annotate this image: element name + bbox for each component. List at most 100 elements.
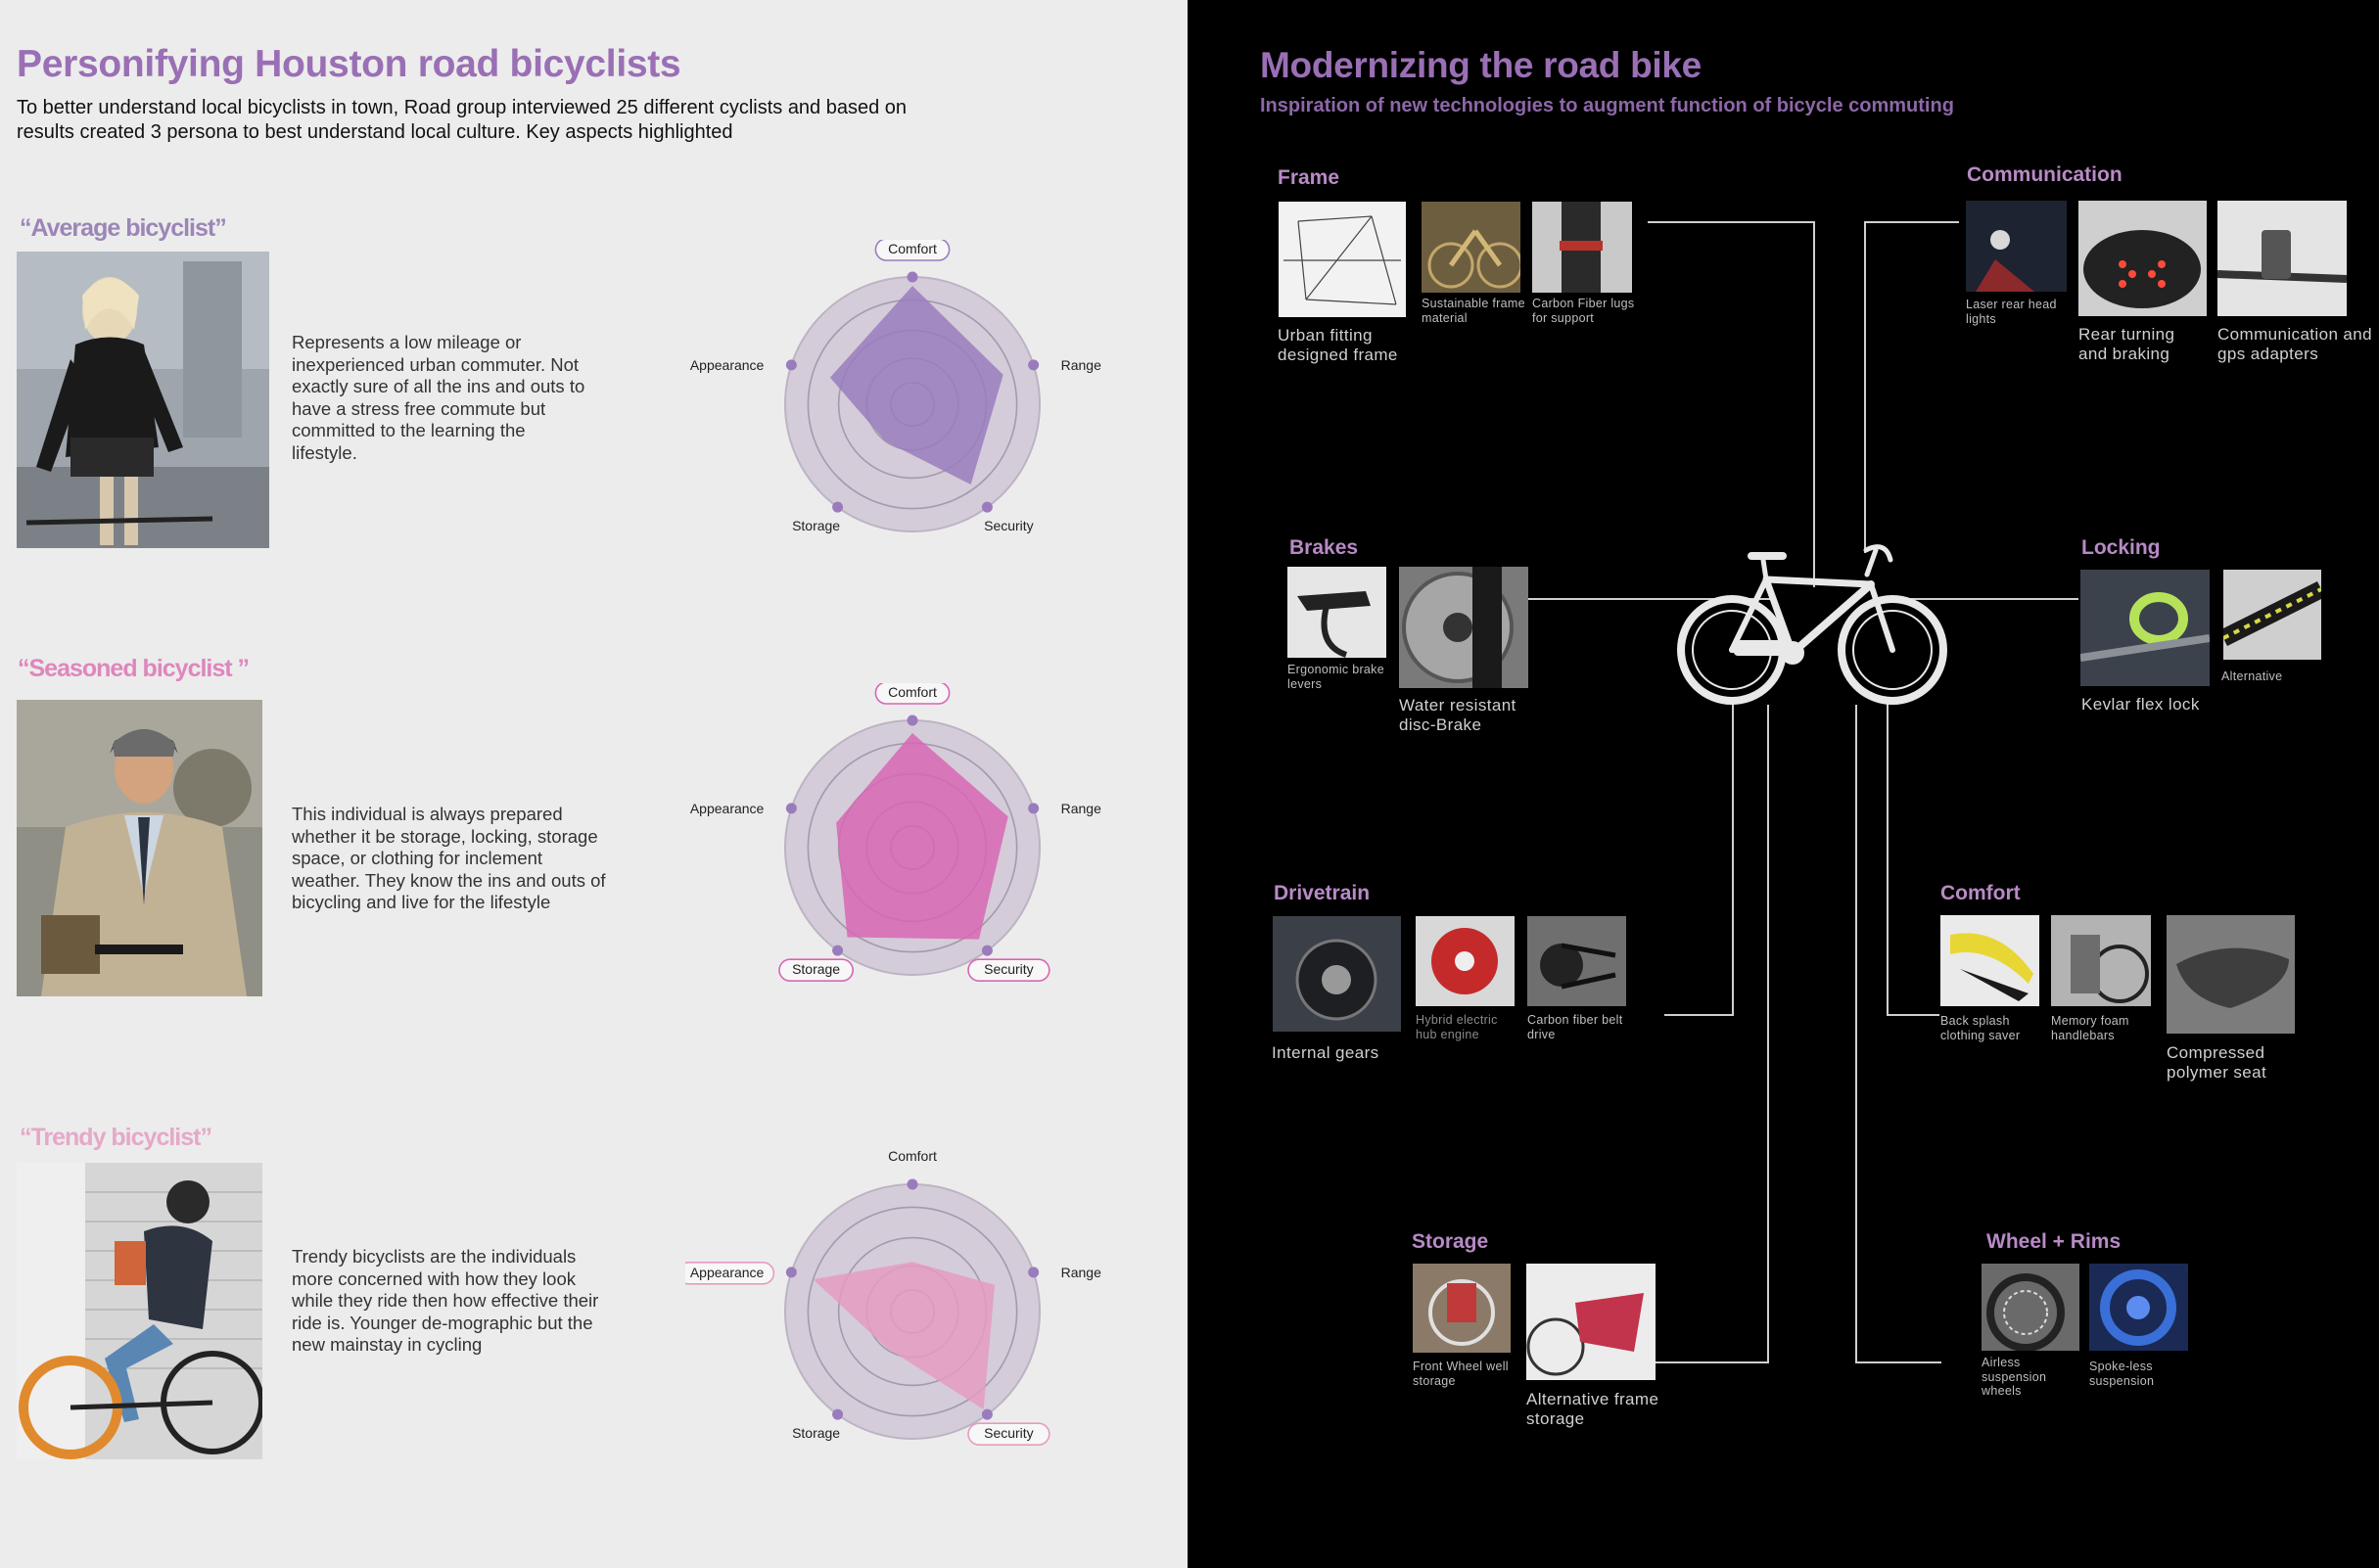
radar-axis-label-security: Security [984,518,1034,533]
radar-axis-label-comfort: Comfort [888,1148,937,1164]
radar-axis-marker [907,1178,918,1190]
radar-axis-label-appearance: Appearance [690,1265,765,1280]
radar-axis-label-range: Range [1061,357,1101,373]
caption-comm-1: Laser rear head lights [1966,298,2057,326]
page-title: Personifying Houston road bicyclists [17,43,681,85]
radar-axis-marker [981,501,993,513]
radar-chart-trendy: Comfort Range Security Storage Appearance [685,1148,1101,1446]
radar-ring [807,1206,1018,1417]
thumb-brake-lever [1287,567,1386,658]
group-title-brakes: Brakes [1289,536,1359,559]
radar-axis-label-storage: Storage [792,961,840,977]
thumb-gps-adapter [2217,201,2347,316]
technology-panel: Modernizing the road bike Inspiration of… [1188,0,2379,1568]
radar-chart-average: Comfort Range Security Storage Appearance [690,240,1101,533]
radar-axis-label-appearance: Appearance [690,357,765,373]
right-subtitle: Inspiration of new technologies to augme… [1260,95,1954,116]
caption-wheels-1: Airless suspension wheels [1982,1356,2047,1398]
radar-axis-label-appearance: Appearance [690,801,765,816]
thumb-carbon-lugs [1532,202,1632,293]
radar-label-highlight [685,1262,775,1285]
radar-label-highlight [778,958,854,982]
thumb-bamboo-frame [1422,202,1520,293]
caption-drivetrain-2: Hybrid electric hub engine [1416,1013,1498,1041]
radar-axis-marker [1028,359,1040,371]
connector-lines [1527,221,2078,1363]
persona-desc-trendy: Trendy bicyclists are the individuals mo… [292,1246,599,1355]
radar-axis-marker [907,271,918,283]
radar-axis-marker [981,1408,993,1420]
caption-storage-1: Front Wheel well storage [1413,1360,1509,1388]
radar-axis-marker [785,359,797,371]
caption-drivetrain-3: Carbon fiber belt drive [1527,1013,1623,1041]
radar-series-area [836,733,1008,940]
group-title-communication: Communication [1967,163,2122,186]
radar-axis-marker [785,1267,797,1278]
persona-desc-average: Represents a low mileage or inexperience… [292,332,585,463]
caption-frame-2: Sustainable frame material [1422,297,1525,325]
persona-name-trendy: “Trendy bicyclist” [20,1124,212,1151]
radar-label-highlight [967,958,1050,982]
persona-panel: Personifying Houston road bicyclists To … [0,0,1188,1568]
thumb-polymer-seat [2167,915,2295,1034]
group-title-wheels: Wheel + Rims [1986,1230,2122,1253]
caption-brakes-2: Water resistant disc-Brake [1399,696,1516,734]
radar-series-area [813,1262,996,1409]
radar-axis-marker [785,803,797,814]
radar-label-highlight [874,240,951,261]
radar-axis-label-comfort: Comfort [888,241,937,256]
radar-axis-marker [1028,1267,1040,1278]
thumb-frame-storage [1526,1264,1656,1380]
radar-label-highlight [967,1422,1050,1446]
thumb-kevlar-lock [2080,570,2210,686]
radar-axis-label-storage: Storage [792,1425,840,1441]
intro-text: To better understand local bicyclists in… [17,97,908,143]
persona-name-seasoned: “Seasoned bicyclist ” [18,655,250,682]
radar-axis-marker [832,501,844,513]
thumb-hub-engine [1416,916,1515,1006]
radar-axis-label-comfort: Comfort [888,684,937,700]
thumb-frame-diagram [1279,202,1406,317]
thumb-splash-guard [1940,915,2039,1006]
caption-storage-2: Alternative frame storage [1526,1390,1659,1428]
persona-photo-seasoned [17,700,262,996]
thumb-memory-foam [2051,915,2151,1006]
thumb-internal-gears [1273,916,1401,1032]
thumb-alternative-lock [2223,570,2321,660]
thumb-airless-wheel [1982,1264,2079,1351]
thumb-turn-signal-seat [2078,201,2207,316]
caption-comm-3: Communication and gps adapters [2217,325,2372,363]
group-title-storage: Storage [1412,1230,1489,1253]
radar-axis-label-storage: Storage [792,518,840,533]
radar-axis-label-security: Security [984,1425,1034,1441]
radar-axis-label-range: Range [1061,1265,1101,1280]
radar-axis-label-range: Range [1061,801,1101,816]
persona-name-average: “Average bicyclist” [20,214,227,242]
caption-comfort-2: Memory foam handlebars [2051,1014,2129,1042]
caption-frame-1: Urban fitting designed frame [1278,326,1398,364]
group-title-drivetrain: Drivetrain [1274,882,1371,904]
group-title-comfort: Comfort [1940,882,2021,904]
radar-axis-marker [907,715,918,726]
radar-label-highlight [874,683,951,705]
radar-axis-marker [981,945,993,956]
thumb-spokeless-wheel [2089,1264,2188,1351]
radar-axis-marker [1028,803,1040,814]
thumb-belt-drive [1527,916,1626,1006]
group-title-locking: Locking [2081,536,2161,559]
persona-photo-trendy [17,1163,262,1459]
caption-locking-2: Alternative [2221,669,2283,683]
radar-chart-seasoned: Comfort Range Security Storage Appearance [690,683,1101,982]
group-title-frame: Frame [1278,166,1340,189]
caption-wheels-2: Spoke-less suspension [2089,1360,2155,1388]
caption-comfort-1: Back splash clothing saver [1940,1014,2021,1042]
caption-brakes-1: Ergonomic brake levers [1287,663,1384,691]
persona-photo-average [17,252,269,548]
bicycle-illustration [1677,544,1947,705]
thumb-wheel-storage [1413,1264,1511,1353]
radar-series-area [829,286,1003,484]
radar-axis-label-security: Security [984,961,1034,977]
radar-axis-marker [832,945,844,956]
thumb-laser-lights [1966,201,2067,292]
persona-desc-seasoned: This individual is always prepared wheth… [292,804,606,912]
